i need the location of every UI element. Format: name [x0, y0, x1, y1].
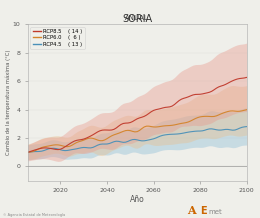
Y-axis label: Cambio de la temperatura máxima (°C): Cambio de la temperatura máxima (°C): [5, 50, 11, 155]
X-axis label: Año: Año: [130, 195, 145, 204]
Text: © Agencia Estatal de Meteorología: © Agencia Estatal de Meteorología: [3, 213, 65, 217]
Text: E: E: [200, 206, 207, 216]
Text: A: A: [187, 205, 196, 216]
Text: ANUAL: ANUAL: [125, 15, 149, 21]
Legend: RCP8.5    ( 14 ), RCP6.0    (  6 ), RCP4.5    ( 13 ): RCP8.5 ( 14 ), RCP6.0 ( 6 ), RCP4.5 ( 13…: [30, 27, 84, 49]
Text: met: met: [208, 209, 222, 215]
Title: SORIA: SORIA: [122, 14, 152, 24]
